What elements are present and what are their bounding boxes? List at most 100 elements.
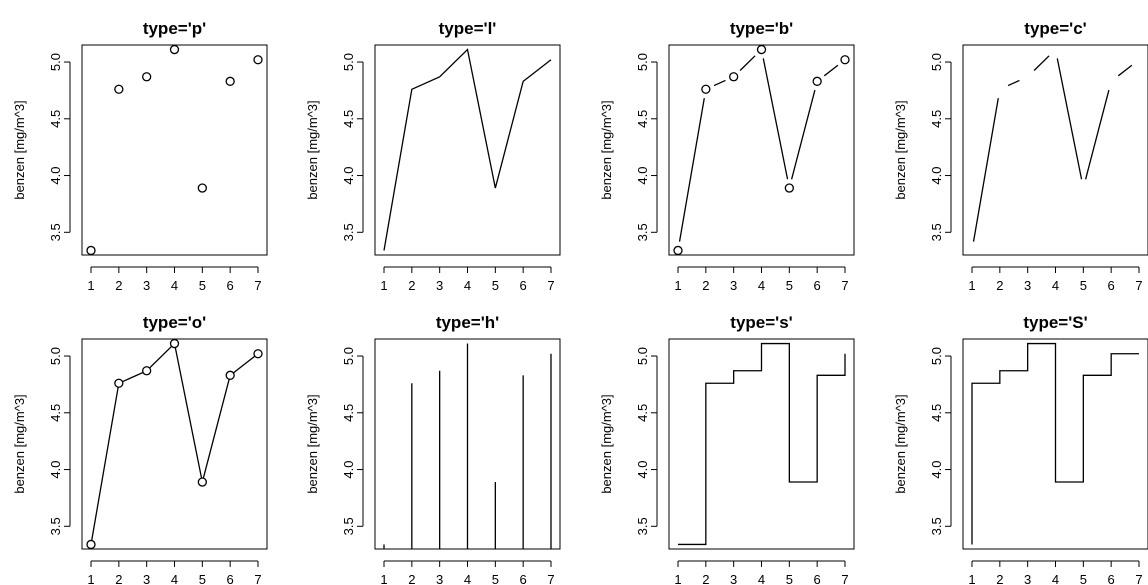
data-point-6 <box>225 370 235 380</box>
series-segment <box>790 89 816 180</box>
y-tick-label: 3.5 <box>341 517 356 535</box>
y-tick-label: 3.5 <box>341 223 356 241</box>
x-tick-label: 1 <box>968 572 975 585</box>
x-tick-label: 6 <box>814 572 821 585</box>
y-axis-label: benzen [mg/m^3] <box>12 100 27 199</box>
x-tick-label: 1 <box>674 278 681 293</box>
panel-title: type='h' <box>436 313 499 332</box>
y-tick-label: 4.0 <box>929 461 944 479</box>
x-tick-label: 4 <box>464 572 471 585</box>
x-tick-label: 6 <box>227 278 234 293</box>
x-tick-label: 3 <box>436 278 443 293</box>
y-tick-label: 5.0 <box>48 53 63 71</box>
y-axis-label: benzen [mg/m^3] <box>599 394 614 493</box>
x-tick-label: 5 <box>1080 572 1087 585</box>
data-point-3 <box>729 72 739 82</box>
x-tick-label: 7 <box>547 572 554 585</box>
data-point-7 <box>253 55 263 65</box>
y-tick-label: 5.0 <box>929 347 944 365</box>
panel-title: type='s' <box>730 313 792 332</box>
y-tick-label: 4.5 <box>929 110 944 128</box>
x-tick-label: 4 <box>171 572 178 585</box>
x-tick-label: 6 <box>520 572 527 585</box>
data-point-1 <box>86 539 96 550</box>
x-tick-label: 7 <box>841 572 848 585</box>
y-tick-label: 4.0 <box>48 461 63 479</box>
x-tick-label: 4 <box>758 572 765 585</box>
data-point-1 <box>673 245 683 256</box>
y-tick-label: 4.0 <box>635 461 650 479</box>
plot-frame <box>81 338 268 550</box>
series-segment <box>972 98 999 242</box>
panel-l: type='l' 1 2 3 4 5 6 7 3.5 4.0 4.5 5.0 benzen [mg/m^… <box>305 19 561 293</box>
data-point-4 <box>169 338 180 349</box>
series-segment <box>739 55 756 71</box>
y-tick-label: 3.5 <box>635 517 650 535</box>
series-segment <box>713 79 726 87</box>
y-tick-label: 4.5 <box>48 110 63 128</box>
y-tick-label: 3.5 <box>635 223 650 241</box>
plot-frame <box>962 338 1148 550</box>
x-tick-label: 6 <box>814 278 821 293</box>
x-tick-label: 3 <box>1024 572 1031 585</box>
x-tick-label: 4 <box>171 278 178 293</box>
panel-s: type='s' 1 2 3 4 5 6 7 3.5 4.0 4.5 5.0 benzen [mg/m^… <box>599 313 855 585</box>
series-segment <box>1056 58 1083 180</box>
y-tick-label: 5.0 <box>929 53 944 71</box>
x-tick-label: 2 <box>115 278 122 293</box>
panel-p: type='p' 1 2 3 4 5 6 7 3.5 4.0 4.5 5.0 benzen [mg/m^… <box>12 19 268 293</box>
x-tick-label: 3 <box>1024 278 1031 293</box>
panel-title: type='b' <box>730 19 793 38</box>
y-axis-label: benzen [mg/m^3] <box>893 394 908 493</box>
y-tick-label: 5.0 <box>635 347 650 365</box>
x-tick-label: 5 <box>199 278 206 293</box>
y-tick-label: 3.5 <box>929 223 944 241</box>
x-tick-label: 5 <box>199 572 206 585</box>
data-point-2 <box>701 84 711 94</box>
y-tick-label: 4.5 <box>929 404 944 422</box>
y-tick-label: 3.5 <box>48 223 63 241</box>
x-tick-label: 5 <box>786 572 793 585</box>
data-point-4 <box>169 44 180 55</box>
y-tick-label: 3.5 <box>929 517 944 535</box>
panel-title: type='o' <box>143 313 206 332</box>
panel-o: type='o' 1 2 3 4 5 6 7 3.5 4.0 4.5 5.0 benzen [mg/m^… <box>12 313 268 585</box>
y-tick-label: 5.0 <box>341 53 356 71</box>
series-segment <box>678 98 705 242</box>
x-tick-label: 1 <box>87 572 94 585</box>
x-tick-label: 2 <box>702 278 709 293</box>
data-point-3 <box>142 72 152 82</box>
x-tick-label: 3 <box>436 572 443 585</box>
series-segment <box>1117 64 1133 77</box>
data-point-6 <box>225 76 235 86</box>
data-point-7 <box>840 55 850 65</box>
series-segment <box>1084 89 1110 180</box>
data-point-2 <box>114 84 124 94</box>
x-tick-label: 7 <box>841 278 848 293</box>
y-tick-label: 5.0 <box>341 347 356 365</box>
plot-frame <box>962 44 1148 256</box>
x-tick-label: 3 <box>143 278 150 293</box>
x-tick-label: 5 <box>786 278 793 293</box>
x-tick-label: 2 <box>115 572 122 585</box>
x-tick-label: 5 <box>1080 278 1087 293</box>
x-tick-label: 3 <box>730 572 737 585</box>
data-point-5 <box>784 183 794 193</box>
series-step <box>971 342 1139 545</box>
x-tick-label: 7 <box>1135 572 1142 585</box>
x-tick-label: 1 <box>380 572 387 585</box>
x-tick-label: 7 <box>254 278 261 293</box>
y-tick-label: 4.5 <box>48 404 63 422</box>
x-tick-label: 2 <box>408 572 415 585</box>
series-segment <box>762 58 789 180</box>
panel-title: type='p' <box>143 19 206 38</box>
data-point-3 <box>142 366 152 376</box>
series-segment <box>823 64 839 77</box>
x-tick-label: 2 <box>702 572 709 585</box>
series-step <box>678 342 846 546</box>
y-tick-label: 4.0 <box>341 461 356 479</box>
x-tick-label: 6 <box>1108 278 1115 293</box>
x-tick-label: 1 <box>380 278 387 293</box>
plot-frame <box>81 44 268 256</box>
